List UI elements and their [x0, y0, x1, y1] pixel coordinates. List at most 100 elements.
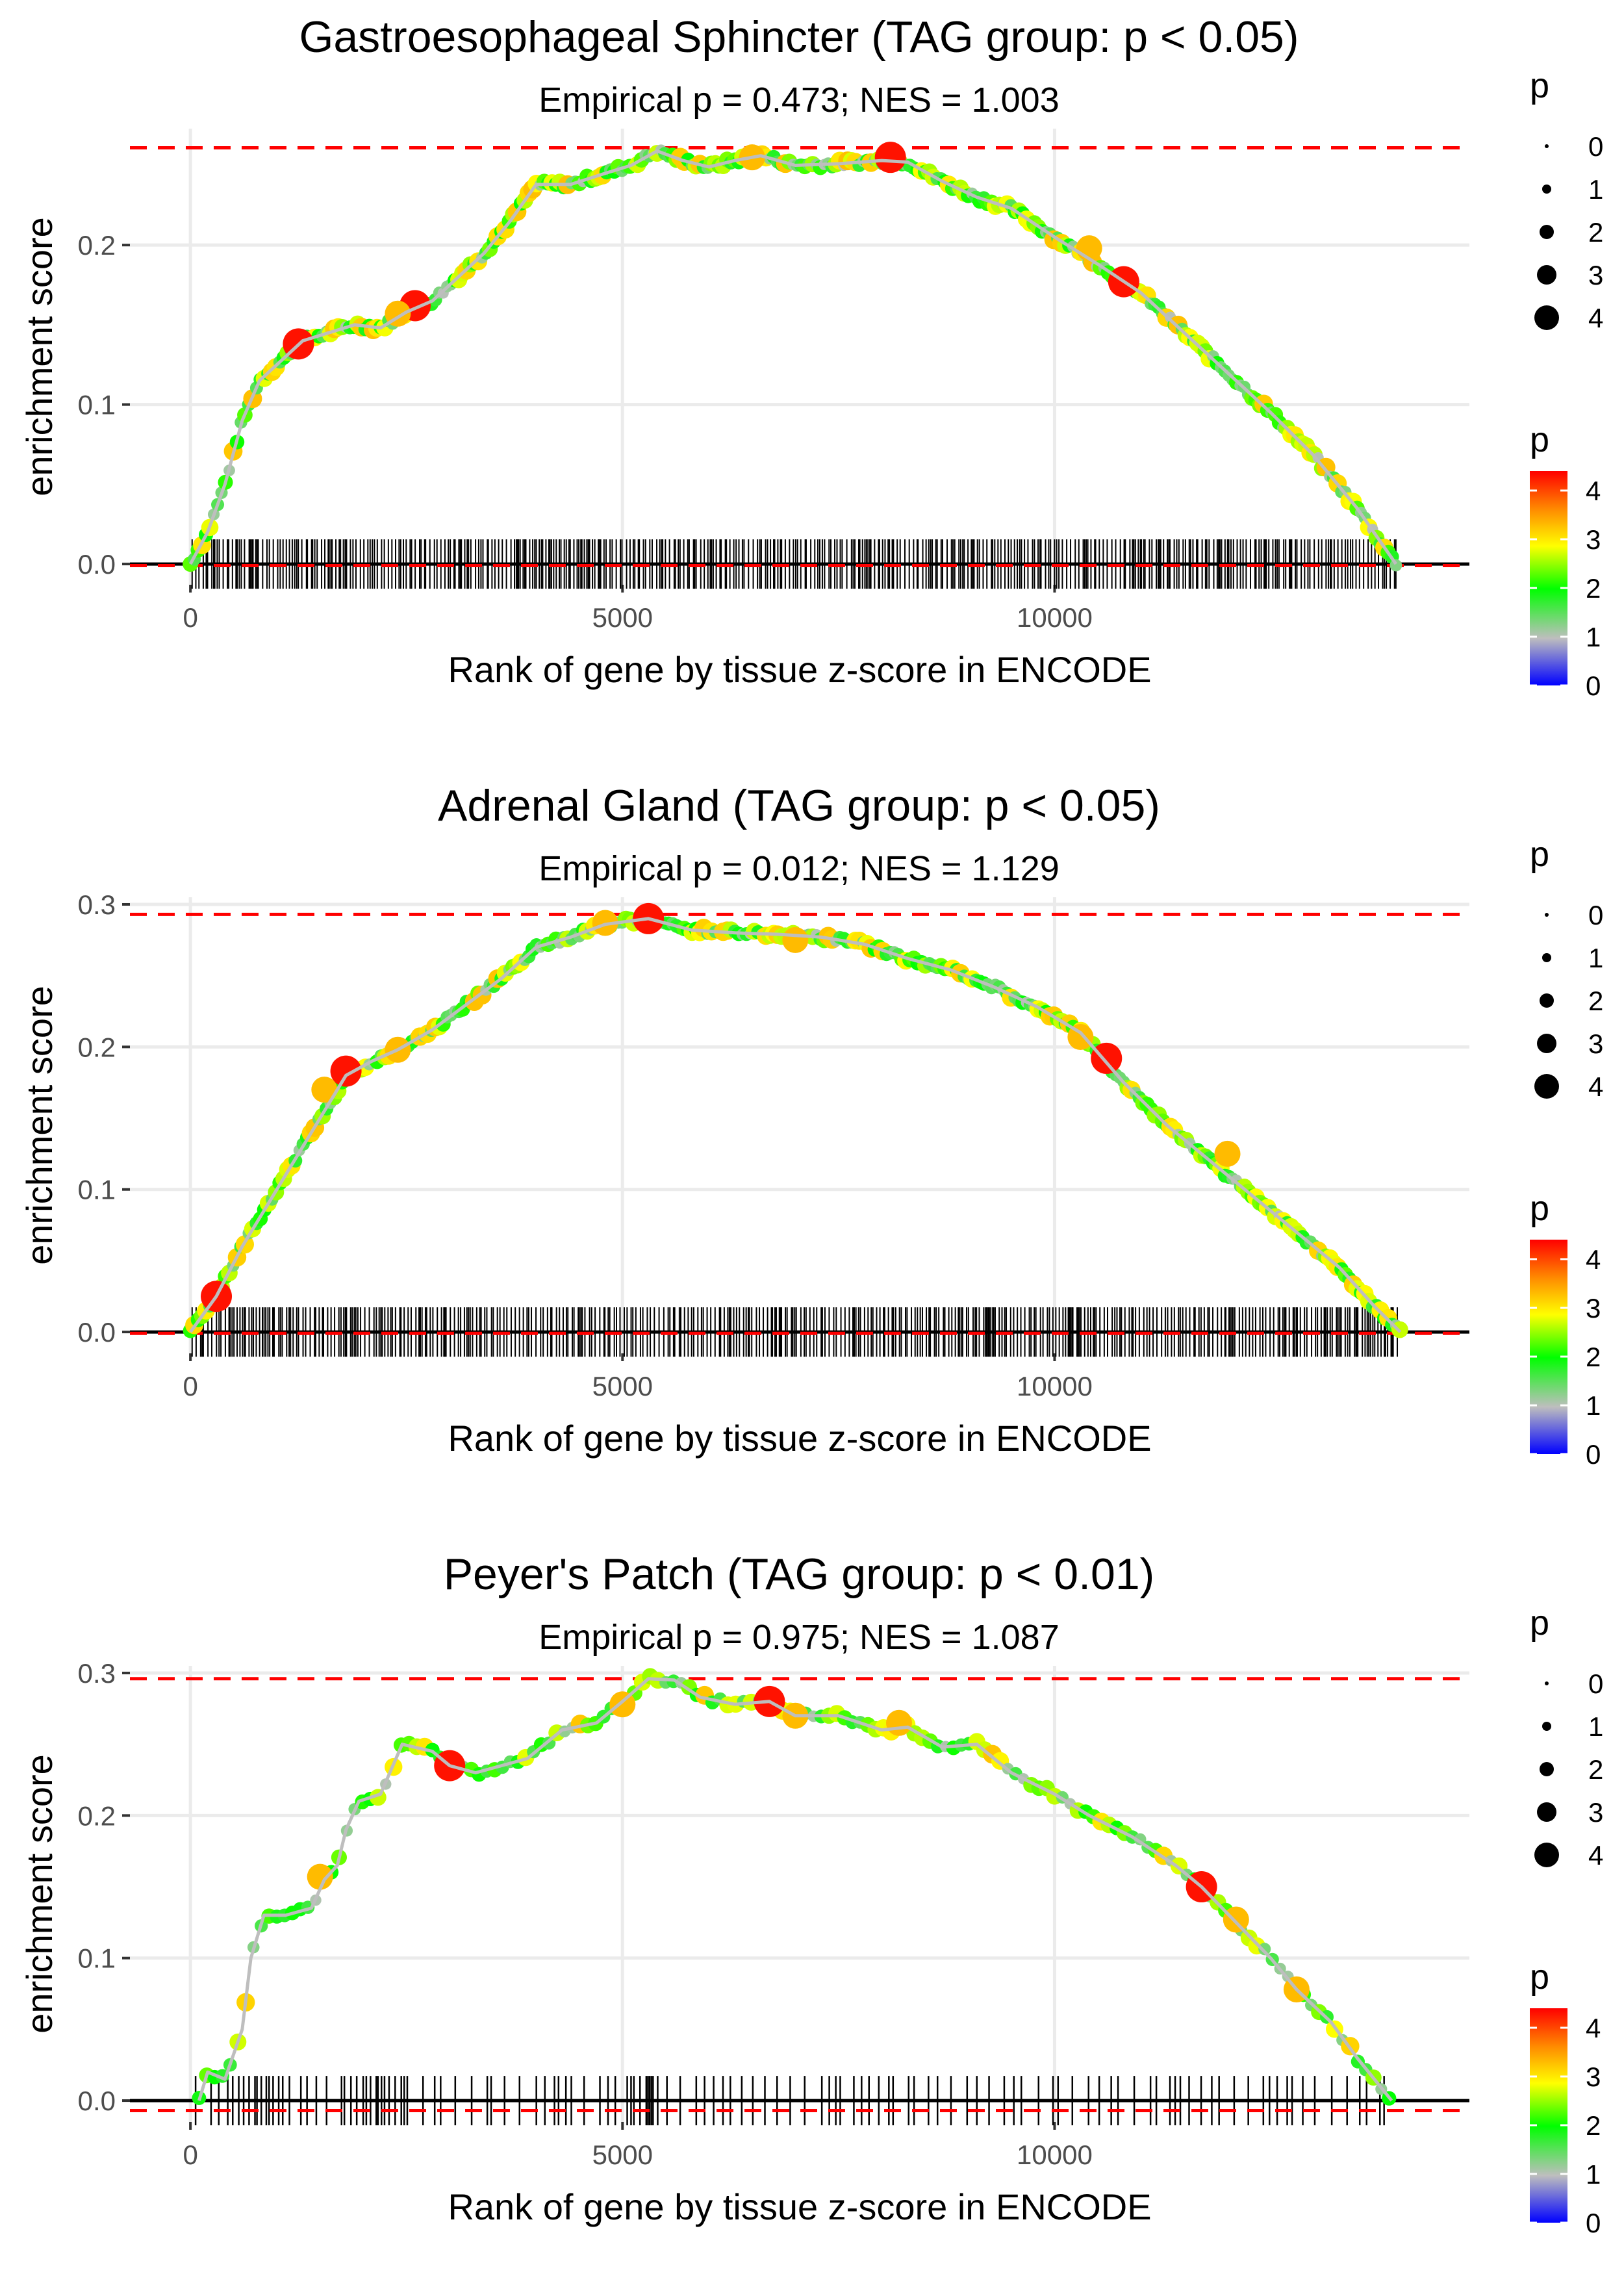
- color-legend-title: p: [1530, 1189, 1549, 1228]
- chart-subtitle: Empirical p = 0.975; NES = 1.087: [539, 1618, 1059, 1657]
- chart-title: Adrenal Gland (TAG group: p < 0.05): [438, 781, 1160, 830]
- size-legend-label: 3: [1588, 1028, 1603, 1059]
- color-legend-label: 4: [1586, 2013, 1601, 2043]
- size-legend-dot: [1545, 144, 1549, 148]
- es-point-highlight: [782, 926, 809, 953]
- color-legend-label: 2: [1586, 2110, 1601, 2141]
- y-tick-label: 0.0: [78, 1317, 116, 1348]
- panel-1: Gastroesophageal Sphincter (TAG group: p…: [19, 12, 1603, 701]
- gridlines: [130, 897, 1469, 1353]
- color-legend-label: 2: [1586, 1342, 1601, 1372]
- color-legend-title: p: [1530, 1958, 1549, 1997]
- color-legend-label: 0: [1586, 671, 1601, 701]
- es-point-highlight: [311, 1077, 338, 1103]
- y-tick-label: 0.2: [78, 230, 116, 261]
- es-curve-line: [188, 149, 1397, 565]
- y-tick-label: 0.0: [78, 2086, 116, 2116]
- x-tick-label: 0: [183, 2140, 197, 2170]
- size-legend-label: 1: [1588, 174, 1603, 205]
- size-legend-title: p: [1530, 66, 1549, 105]
- size-legend-label: 3: [1588, 260, 1603, 290]
- color-legend-bar: [1530, 1240, 1567, 1454]
- y-tick-label: 0.1: [78, 390, 116, 420]
- y-tick-label: 0.2: [78, 1032, 116, 1062]
- x-axis: 0 5000 10000: [183, 2122, 1093, 2170]
- y-tick-label: 0.2: [78, 1800, 116, 1831]
- es-point: [1389, 559, 1402, 572]
- size-legend-label: 0: [1588, 1668, 1603, 1699]
- panel-3: Peyer's Patch (TAG group: p < 0.01) Empir…: [19, 1550, 1603, 2238]
- x-tick-label: 10000: [1017, 2140, 1093, 2170]
- es-points: [183, 902, 1408, 1338]
- color-legend-label: 0: [1586, 2208, 1601, 2238]
- y-tick-label: 0.3: [78, 1658, 116, 1689]
- color-legend-label: 4: [1586, 476, 1601, 506]
- x-tick-label: 10000: [1017, 1371, 1093, 1401]
- x-axis: 0 5000 10000: [183, 585, 1093, 633]
- y-axis-title: enrichment score: [19, 1754, 60, 2034]
- size-legend-title: p: [1530, 1603, 1549, 1642]
- x-tick-label: 5000: [592, 1371, 653, 1401]
- es-point-highlight: [307, 1863, 333, 1890]
- size-legend-label: 2: [1588, 986, 1603, 1016]
- size-legend-dot: [1534, 305, 1559, 330]
- y-tick-label: 0.1: [78, 1943, 116, 1974]
- size-legend-dot: [1542, 1722, 1551, 1731]
- size-legend-label: 4: [1588, 1071, 1603, 1102]
- x-axis-title: Rank of gene by tissue z-score in ENCODE: [448, 2186, 1151, 2227]
- es-point-highlight: [874, 142, 906, 173]
- color-legend-bar: [1530, 471, 1567, 685]
- panel-2: Adrenal Gland (TAG group: p < 0.05) Empir…: [19, 781, 1603, 1470]
- chart-subtitle: Empirical p = 0.473; NES = 1.003: [539, 81, 1059, 120]
- x-tick-label: 0: [183, 1371, 197, 1401]
- y-axis-title: enrichment score: [19, 986, 60, 1265]
- size-legend-label: 4: [1588, 1840, 1603, 1871]
- gridlines: [130, 1666, 1469, 2122]
- color-legend-bar: [1530, 2008, 1567, 2223]
- es-point-highlight: [1214, 1140, 1241, 1167]
- chart-title: Gastroesophageal Sphincter (TAG group: p…: [299, 12, 1299, 62]
- size-legend-label: 0: [1588, 131, 1603, 162]
- size-legend-dot: [1534, 1843, 1559, 1867]
- legend: p 0 1 2 3 4 p 4 3 2 1 0: [1530, 66, 1603, 701]
- color-legend-label: 3: [1586, 1293, 1601, 1323]
- chart-subtitle: Empirical p = 0.012; NES = 1.129: [539, 849, 1059, 888]
- es-points: [192, 1668, 1397, 2106]
- size-legend-dot: [1537, 265, 1556, 285]
- size-legend-title: p: [1530, 835, 1549, 874]
- color-legend-label: 1: [1586, 1390, 1601, 1421]
- y-tick-label: 0.1: [78, 1175, 116, 1205]
- legend: p 0 1 2 3 4 p 4 3 2 1 0: [1530, 1603, 1603, 2238]
- color-legend-label: 1: [1586, 622, 1601, 652]
- x-tick-label: 10000: [1017, 602, 1093, 633]
- color-legend-label: 2: [1586, 573, 1601, 604]
- gridlines: [130, 129, 1469, 585]
- size-legend-dot: [1540, 993, 1554, 1008]
- color-legend-title: p: [1530, 420, 1549, 459]
- es-point-highlight: [885, 1709, 912, 1736]
- x-tick-label: 5000: [592, 2140, 653, 2170]
- es-curve-line: [189, 917, 1402, 1333]
- size-legend-label: 2: [1588, 1754, 1603, 1785]
- size-legend-label: 2: [1588, 217, 1603, 248]
- size-legend-dot: [1540, 1762, 1554, 1776]
- size-legend-dot: [1545, 1681, 1549, 1685]
- color-legend-label: 4: [1586, 1244, 1601, 1275]
- es-point: [1258, 1943, 1271, 1956]
- y-tick-label: 0.0: [78, 549, 116, 580]
- size-legend-label: 4: [1588, 303, 1603, 333]
- color-legend-label: 1: [1586, 2159, 1601, 2190]
- chart-title: Peyer's Patch (TAG group: p < 0.01): [444, 1550, 1155, 1599]
- size-legend-label: 0: [1588, 900, 1603, 930]
- legend: p 0 1 2 3 4 p 4 3 2 1 0: [1530, 835, 1603, 1470]
- size-legend-dot: [1545, 913, 1549, 917]
- x-tick-label: 0: [183, 602, 197, 633]
- x-axis: 0 5000 10000: [183, 1353, 1093, 1401]
- x-tick-label: 5000: [592, 602, 653, 633]
- size-legend-dot: [1537, 1034, 1556, 1053]
- color-legend-label: 3: [1586, 524, 1601, 555]
- y-axis: 0.0 0.1 0.2 0.3: [78, 889, 130, 1348]
- es-point-highlight: [330, 1055, 362, 1087]
- y-axis: 0.0 0.1 0.2: [78, 230, 130, 580]
